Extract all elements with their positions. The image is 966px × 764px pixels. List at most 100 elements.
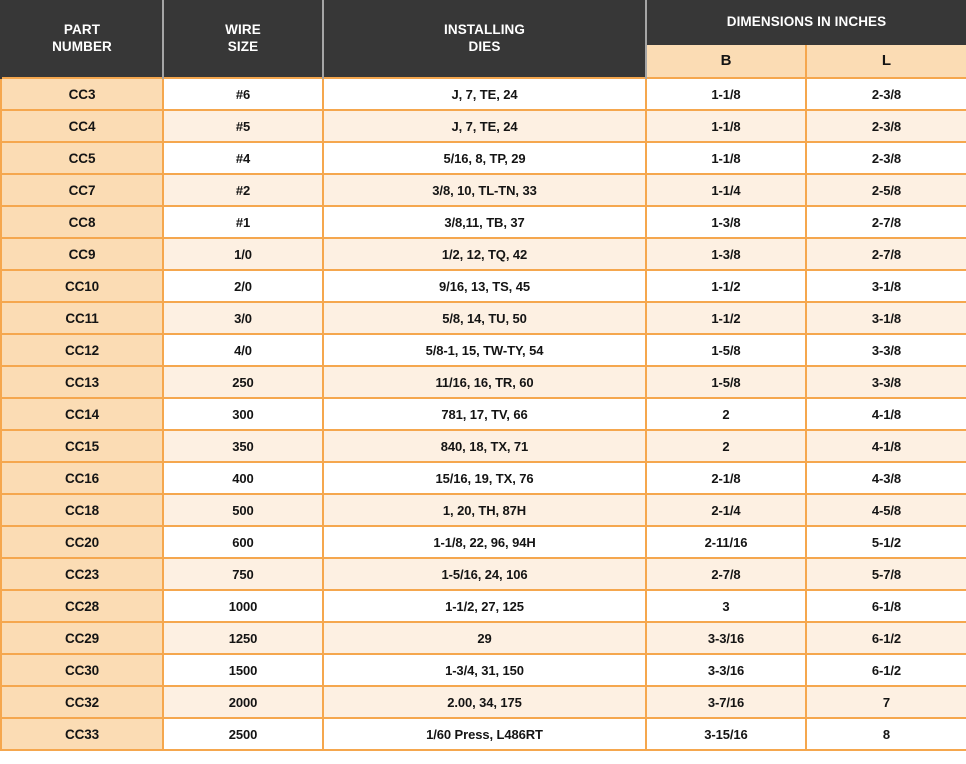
table-row: CC9 1/0 1/2, 12, TQ, 42 1-3/8 2-7/8 bbox=[0, 237, 966, 271]
table-row: CC32 2000 2.00, 34, 175 3-7/16 7 bbox=[0, 685, 966, 719]
cell-dim-b: 1-1/8 bbox=[645, 109, 807, 143]
cell-part-number: CC3 bbox=[0, 77, 164, 111]
cell-dim-l: 2-3/8 bbox=[805, 141, 966, 175]
column-header-part-number: PART NUMBER bbox=[0, 0, 164, 78]
cell-dim-b: 1-1/2 bbox=[645, 301, 807, 335]
table-row: CC8 #1 3/8,11, TB, 37 1-3/8 2-7/8 bbox=[0, 205, 966, 239]
cell-wire-size: 1/0 bbox=[162, 237, 324, 271]
cell-dim-b: 2-11/16 bbox=[645, 525, 807, 559]
cell-part-number: CC7 bbox=[0, 173, 164, 207]
table-row: CC3 #6 J, 7, TE, 24 1-1/8 2-3/8 bbox=[0, 77, 966, 111]
cell-dim-l: 6-1/2 bbox=[805, 621, 966, 655]
cell-part-number: CC29 bbox=[0, 621, 164, 655]
cell-installing-dies: 1, 20, TH, 87H bbox=[322, 493, 647, 527]
cell-installing-dies: 5/16, 8, TP, 29 bbox=[322, 141, 647, 175]
cell-dim-l: 5-1/2 bbox=[805, 525, 966, 559]
cell-part-number: CC11 bbox=[0, 301, 164, 335]
cell-wire-size: 350 bbox=[162, 429, 324, 463]
cell-dim-b: 1-1/4 bbox=[645, 173, 807, 207]
cell-installing-dies: 1-5/16, 24, 106 bbox=[322, 557, 647, 591]
cell-dim-b: 2-1/8 bbox=[645, 461, 807, 495]
table-header: PART NUMBER WIRE SIZE INSTALLING DIES DI… bbox=[0, 0, 966, 78]
cell-installing-dies: 9/16, 13, TS, 45 bbox=[322, 269, 647, 303]
cell-dim-b: 3-7/16 bbox=[645, 685, 807, 719]
cell-wire-size: 300 bbox=[162, 397, 324, 431]
table-row: CC23 750 1-5/16, 24, 106 2-7/8 5-7/8 bbox=[0, 557, 966, 591]
cell-installing-dies: 3/8, 10, TL-TN, 33 bbox=[322, 173, 647, 207]
cell-part-number: CC9 bbox=[0, 237, 164, 271]
table-row: CC12 4/0 5/8-1, 15, TW-TY, 54 1-5/8 3-3/8 bbox=[0, 333, 966, 367]
cell-part-number: CC23 bbox=[0, 557, 164, 591]
cell-wire-size: #2 bbox=[162, 173, 324, 207]
cell-installing-dies: J, 7, TE, 24 bbox=[322, 109, 647, 143]
cell-dim-b: 2-7/8 bbox=[645, 557, 807, 591]
cell-part-number: CC28 bbox=[0, 589, 164, 623]
cell-wire-size: 2000 bbox=[162, 685, 324, 719]
table-row: CC10 2/0 9/16, 13, TS, 45 1-1/2 3-1/8 bbox=[0, 269, 966, 303]
cell-part-number: CC5 bbox=[0, 141, 164, 175]
cell-part-number: CC4 bbox=[0, 109, 164, 143]
table-body: CC3 #6 J, 7, TE, 24 1-1/8 2-3/8 CC4 #5 J, 7, TE… bbox=[0, 77, 966, 751]
cell-dim-b: 3-3/16 bbox=[645, 653, 807, 687]
cell-dim-l: 3-1/8 bbox=[805, 269, 966, 303]
cell-wire-size: #4 bbox=[162, 141, 324, 175]
table-row: CC5 #4 5/16, 8, TP, 29 1-1/8 2-3/8 bbox=[0, 141, 966, 175]
table-row: CC13 250 11/16, 16, TR, 60 1-5/8 3-3/8 bbox=[0, 365, 966, 399]
column-header-dim-l: L bbox=[806, 44, 966, 78]
cell-installing-dies: 1-3/4, 31, 150 bbox=[322, 653, 647, 687]
cell-installing-dies: 1/2, 12, TQ, 42 bbox=[322, 237, 647, 271]
column-header-dim-b: B bbox=[646, 44, 807, 78]
cell-dim-l: 6-1/2 bbox=[805, 653, 966, 687]
cell-dim-l: 3-3/8 bbox=[805, 333, 966, 367]
cell-wire-size: #5 bbox=[162, 109, 324, 143]
cell-dim-b: 3 bbox=[645, 589, 807, 623]
table-row: CC18 500 1, 20, TH, 87H 2-1/4 4-5/8 bbox=[0, 493, 966, 527]
cell-dim-l: 6-1/8 bbox=[805, 589, 966, 623]
header-row-sub: B L bbox=[1, 44, 966, 78]
cell-wire-size: 600 bbox=[162, 525, 324, 559]
cell-wire-size: 1250 bbox=[162, 621, 324, 655]
cell-dim-b: 1-1/8 bbox=[645, 141, 807, 175]
cell-dim-l: 2-5/8 bbox=[805, 173, 966, 207]
cell-dim-b: 2-1/4 bbox=[645, 493, 807, 527]
cell-dim-l: 4-3/8 bbox=[805, 461, 966, 495]
cell-dim-b: 1-1/2 bbox=[645, 269, 807, 303]
table-row: CC11 3/0 5/8, 14, TU, 50 1-1/2 3-1/8 bbox=[0, 301, 966, 335]
table-row: CC20 600 1-1/8, 22, 96, 94H 2-11/16 5-1/2 bbox=[0, 525, 966, 559]
cell-installing-dies: 3/8,11, TB, 37 bbox=[322, 205, 647, 239]
cell-wire-size: 500 bbox=[162, 493, 324, 527]
table-row: CC29 1250 29 3-3/16 6-1/2 bbox=[0, 621, 966, 655]
cell-installing-dies: 11/16, 16, TR, 60 bbox=[322, 365, 647, 399]
cell-part-number: CC30 bbox=[0, 653, 164, 687]
cell-wire-size: #1 bbox=[162, 205, 324, 239]
cell-part-number: CC15 bbox=[0, 429, 164, 463]
cell-dim-l: 2-7/8 bbox=[805, 205, 966, 239]
cell-wire-size: 2500 bbox=[162, 717, 324, 751]
cell-dim-b: 1-3/8 bbox=[645, 237, 807, 271]
cell-dim-b: 1-3/8 bbox=[645, 205, 807, 239]
cell-dim-l: 3-1/8 bbox=[805, 301, 966, 335]
cell-dim-l: 3-3/8 bbox=[805, 365, 966, 399]
column-group-dimensions: DIMENSIONS IN INCHES bbox=[646, 0, 966, 45]
table-row: CC30 1500 1-3/4, 31, 150 3-3/16 6-1/2 bbox=[0, 653, 966, 687]
cell-part-number: CC12 bbox=[0, 333, 164, 367]
cell-installing-dies: 2.00, 34, 175 bbox=[322, 685, 647, 719]
cell-installing-dies: 1-1/2, 27, 125 bbox=[322, 589, 647, 623]
cell-wire-size: 1000 bbox=[162, 589, 324, 623]
cell-dim-b: 1-5/8 bbox=[645, 333, 807, 367]
cell-part-number: CC32 bbox=[0, 685, 164, 719]
cell-wire-size: 1500 bbox=[162, 653, 324, 687]
cell-dim-l: 2-3/8 bbox=[805, 77, 966, 111]
cell-wire-size: #6 bbox=[162, 77, 324, 111]
cell-dim-l: 8 bbox=[805, 717, 966, 751]
cell-dim-l: 4-5/8 bbox=[805, 493, 966, 527]
cell-wire-size: 4/0 bbox=[162, 333, 324, 367]
cell-dim-b: 3-3/16 bbox=[645, 621, 807, 655]
table-row: CC4 #5 J, 7, TE, 24 1-1/8 2-3/8 bbox=[0, 109, 966, 143]
cell-installing-dies: 5/8, 14, TU, 50 bbox=[322, 301, 647, 335]
header-row-main: PART NUMBER WIRE SIZE INSTALLING DIES DI… bbox=[0, 0, 966, 78]
cell-part-number: CC8 bbox=[0, 205, 164, 239]
cell-wire-size: 250 bbox=[162, 365, 324, 399]
cell-part-number: CC14 bbox=[0, 397, 164, 431]
